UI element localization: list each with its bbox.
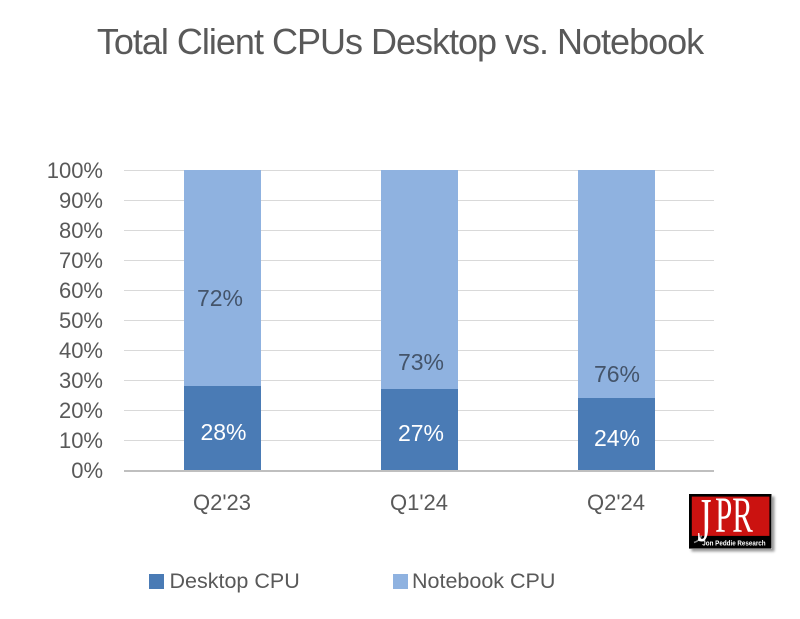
svg-text:J: J [697,494,711,549]
svg-text:PR: PR [715,494,753,544]
svg-text:Jon Peddie Research: Jon Peddie Research [702,541,765,548]
